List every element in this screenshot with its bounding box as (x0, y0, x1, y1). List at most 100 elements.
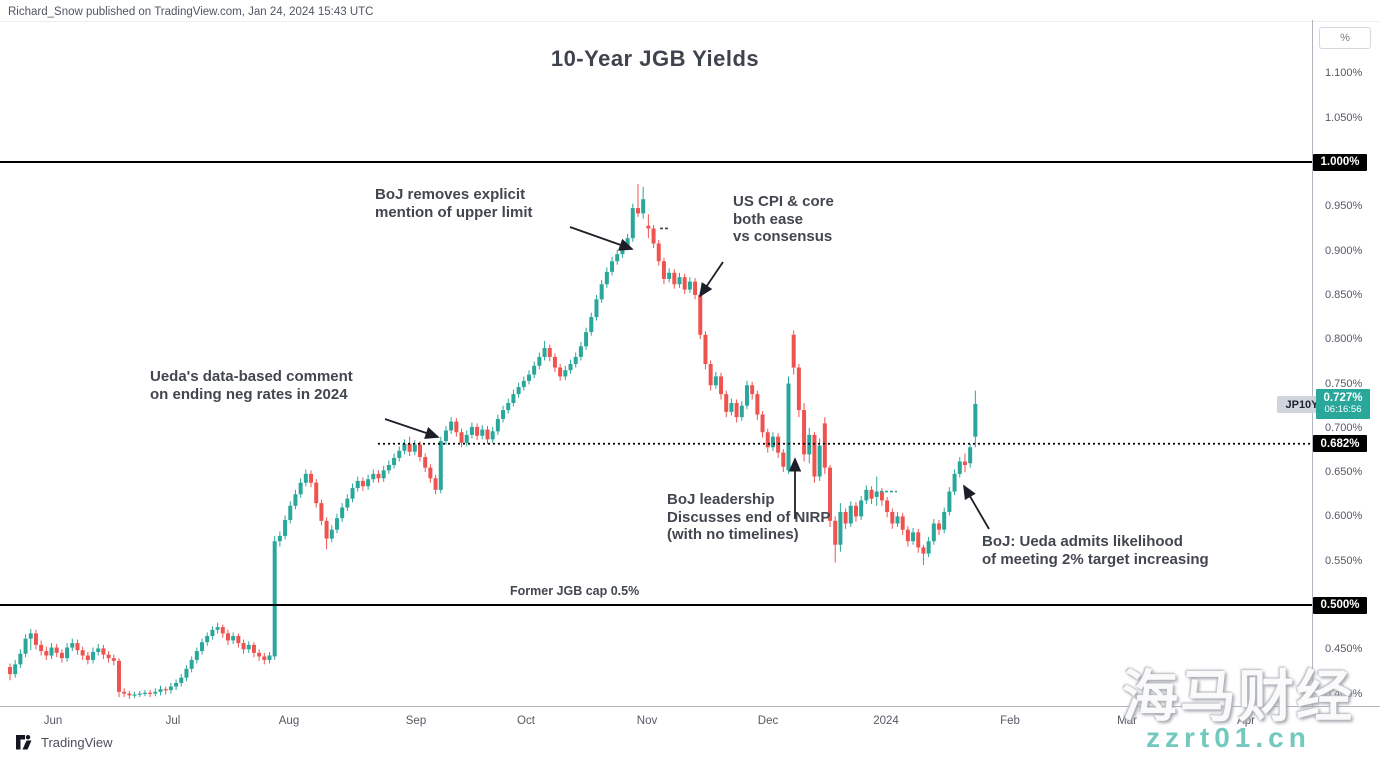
candle-body (101, 648, 106, 655)
candle-body (225, 633, 230, 641)
candle-body (262, 656, 267, 660)
annotation-us-cpi: US CPI & core both ease vs consensus (733, 193, 834, 246)
candle-body (661, 261, 666, 279)
candle-body (132, 694, 137, 696)
candle-body (838, 511, 843, 545)
candle-body (174, 682, 179, 687)
price-tick-0.950%: 0.950% (1325, 200, 1363, 213)
candle-body (75, 643, 80, 651)
top-divider (0, 21, 1380, 22)
candle-body (345, 498, 350, 508)
candle-body (44, 651, 49, 656)
candle-body (220, 627, 225, 634)
candle-body (957, 461, 962, 474)
time-tick-Oct: Oct (517, 715, 535, 727)
candle-body (744, 385, 749, 406)
candle-body (267, 655, 272, 660)
candle-body (371, 473, 376, 480)
price-tick-0.850%: 0.850% (1325, 288, 1363, 301)
price-axis-panel[interactable]: % 1.100% 1.050% 0.950% 0.900% 0.850% 0.800% 0.… (1312, 20, 1380, 706)
candle-body (802, 410, 807, 455)
candle-body (127, 693, 132, 696)
candle-body (921, 547, 926, 554)
level-badge-0.500%: 0.500% (1313, 596, 1367, 614)
candle-body (251, 644, 256, 653)
candle-body (13, 664, 18, 675)
candle-body (672, 272, 677, 285)
last-price-badge: 0.727% 06:16:56 (1316, 388, 1370, 419)
level-badge-0.682%: 0.682% (1313, 435, 1367, 453)
publish-attribution: Richard_Snow published on TradingView.co… (8, 6, 374, 18)
candle-body (962, 461, 967, 466)
candle-body (293, 494, 298, 506)
level-badge-1.000%: 1.000% (1313, 153, 1367, 171)
candle-body (418, 444, 423, 458)
candle-body (85, 655, 90, 660)
price-tick-0.400%: 0.400% (1325, 687, 1363, 700)
candle-body (210, 629, 215, 637)
candle-body (501, 410, 506, 419)
candle-body (942, 511, 947, 530)
candle-body (454, 421, 459, 433)
candle-body (646, 225, 651, 229)
candle-body (864, 489, 869, 501)
candle-body (376, 473, 381, 479)
candle-body (200, 642, 205, 652)
candle-body (693, 281, 698, 295)
time-tick-Jun: Jun (43, 715, 63, 727)
candle-body (885, 500, 890, 512)
candle-body (968, 447, 973, 464)
candle-body (168, 686, 173, 691)
candle-body (142, 692, 147, 694)
candle-body (28, 633, 33, 639)
candle-body (392, 457, 397, 466)
candle-body (625, 238, 630, 247)
candle-body (905, 529, 910, 542)
candle-body (459, 432, 464, 443)
candle-body (708, 364, 713, 386)
candle-body (111, 658, 116, 661)
candle-body (615, 254, 620, 262)
time-tick-2024: 2024 (873, 715, 899, 727)
candle-body (39, 644, 44, 652)
candle-body (241, 643, 246, 650)
time-axis-panel[interactable]: Jun Jul Aug Sep Oct Nov Dec 2024 Feb Mar Apr (0, 706, 1380, 731)
candle-body (397, 450, 402, 458)
candle-body (822, 423, 827, 468)
candle-body (724, 394, 729, 412)
candle-body (542, 348, 547, 357)
annotation-boj-upper-limit: BoJ removes explicit mention of upper li… (375, 186, 533, 221)
candle-body (205, 636, 210, 643)
candle-body (303, 473, 308, 483)
time-tick-Aug: Aug (278, 715, 300, 727)
candle-body (786, 383, 791, 471)
annotation-ueda-comment: Ueda's data-based comment on ending neg … (150, 368, 353, 403)
candle-body (558, 367, 563, 377)
candle-body (641, 199, 646, 214)
percent-scale-button[interactable]: % (1319, 27, 1371, 49)
candle-body (703, 334, 708, 365)
candle-body (817, 445, 822, 477)
candle-body (589, 317, 594, 333)
price-tick-0.550%: 0.550% (1325, 554, 1363, 567)
candle-body (283, 519, 288, 536)
candle-body (537, 356, 542, 366)
candle-body (49, 647, 54, 656)
price-tick-0.450%: 0.450% (1325, 643, 1363, 656)
candle-body (698, 294, 703, 335)
chart-title: 10-Year JGB Yields (550, 46, 760, 71)
time-tick-Apr: Apr (1237, 715, 1255, 727)
candle-body (937, 523, 942, 530)
candle-body (900, 516, 905, 530)
candle-body (604, 271, 609, 285)
candle-body (70, 643, 75, 648)
candle-body (158, 689, 163, 692)
candle-body (869, 489, 874, 499)
candle-body (184, 668, 189, 678)
candle-body (853, 505, 858, 517)
candle-body (620, 246, 625, 255)
price-tick-0.600%: 0.600% (1325, 510, 1363, 523)
tradingview-attribution[interactable]: TradingView (16, 735, 113, 750)
